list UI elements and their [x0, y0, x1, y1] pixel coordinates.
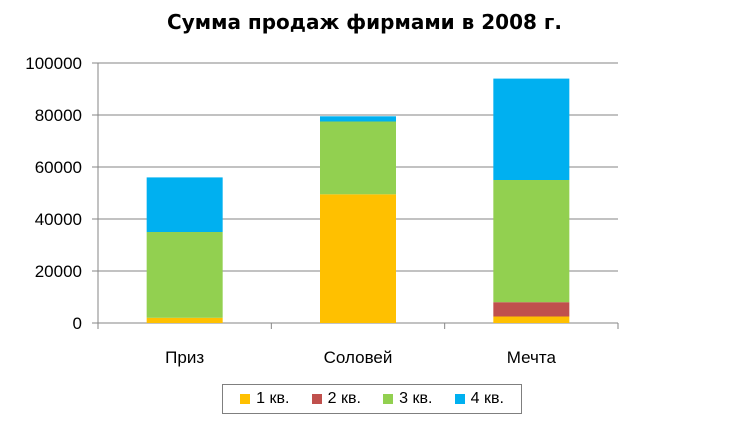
bar-segment: [493, 302, 570, 317]
y-tick-label: 20000: [35, 262, 82, 281]
legend-label: 2 кв.: [327, 390, 361, 407]
bar-segment: [146, 317, 223, 323]
chart-legend: 1 кв. 2 кв. 3 кв. 4 кв.: [222, 384, 522, 414]
bar-segment: [493, 180, 570, 303]
bar-segment: [493, 78, 570, 180]
x-category-label: Мечта: [507, 348, 557, 367]
legend-swatch: [311, 394, 322, 404]
legend-swatch: [240, 394, 251, 404]
legend-label: 1 кв.: [256, 390, 290, 407]
legend-item: 3 кв.: [383, 390, 432, 408]
legend-label: 4 кв.: [470, 390, 504, 407]
bar-segment: [493, 316, 570, 323]
x-category-label: Приз: [165, 348, 204, 367]
legend-item: 1 кв.: [240, 390, 289, 408]
y-tick-label: 80000: [35, 106, 82, 125]
y-tick-label: 60000: [35, 158, 82, 177]
y-tick-label: 100000: [25, 54, 82, 73]
legend-swatch: [383, 394, 394, 404]
bar-segment: [146, 232, 223, 318]
legend-item: 4 кв.: [454, 390, 504, 408]
x-category-label: Соловей: [324, 348, 393, 367]
bar-segment: [320, 194, 396, 323]
bar-segment: [320, 121, 396, 195]
legend-item: 2 кв.: [311, 390, 361, 408]
legend-swatch: [454, 394, 465, 404]
y-tick-label: 40000: [35, 210, 82, 229]
bar-segment: [320, 116, 396, 122]
chart-title: Сумма продаж фирмами в 2008 г.: [167, 10, 562, 34]
y-tick-label: 0: [73, 314, 82, 333]
legend-label: 3 кв.: [399, 390, 433, 407]
bar-segment: [146, 177, 223, 232]
